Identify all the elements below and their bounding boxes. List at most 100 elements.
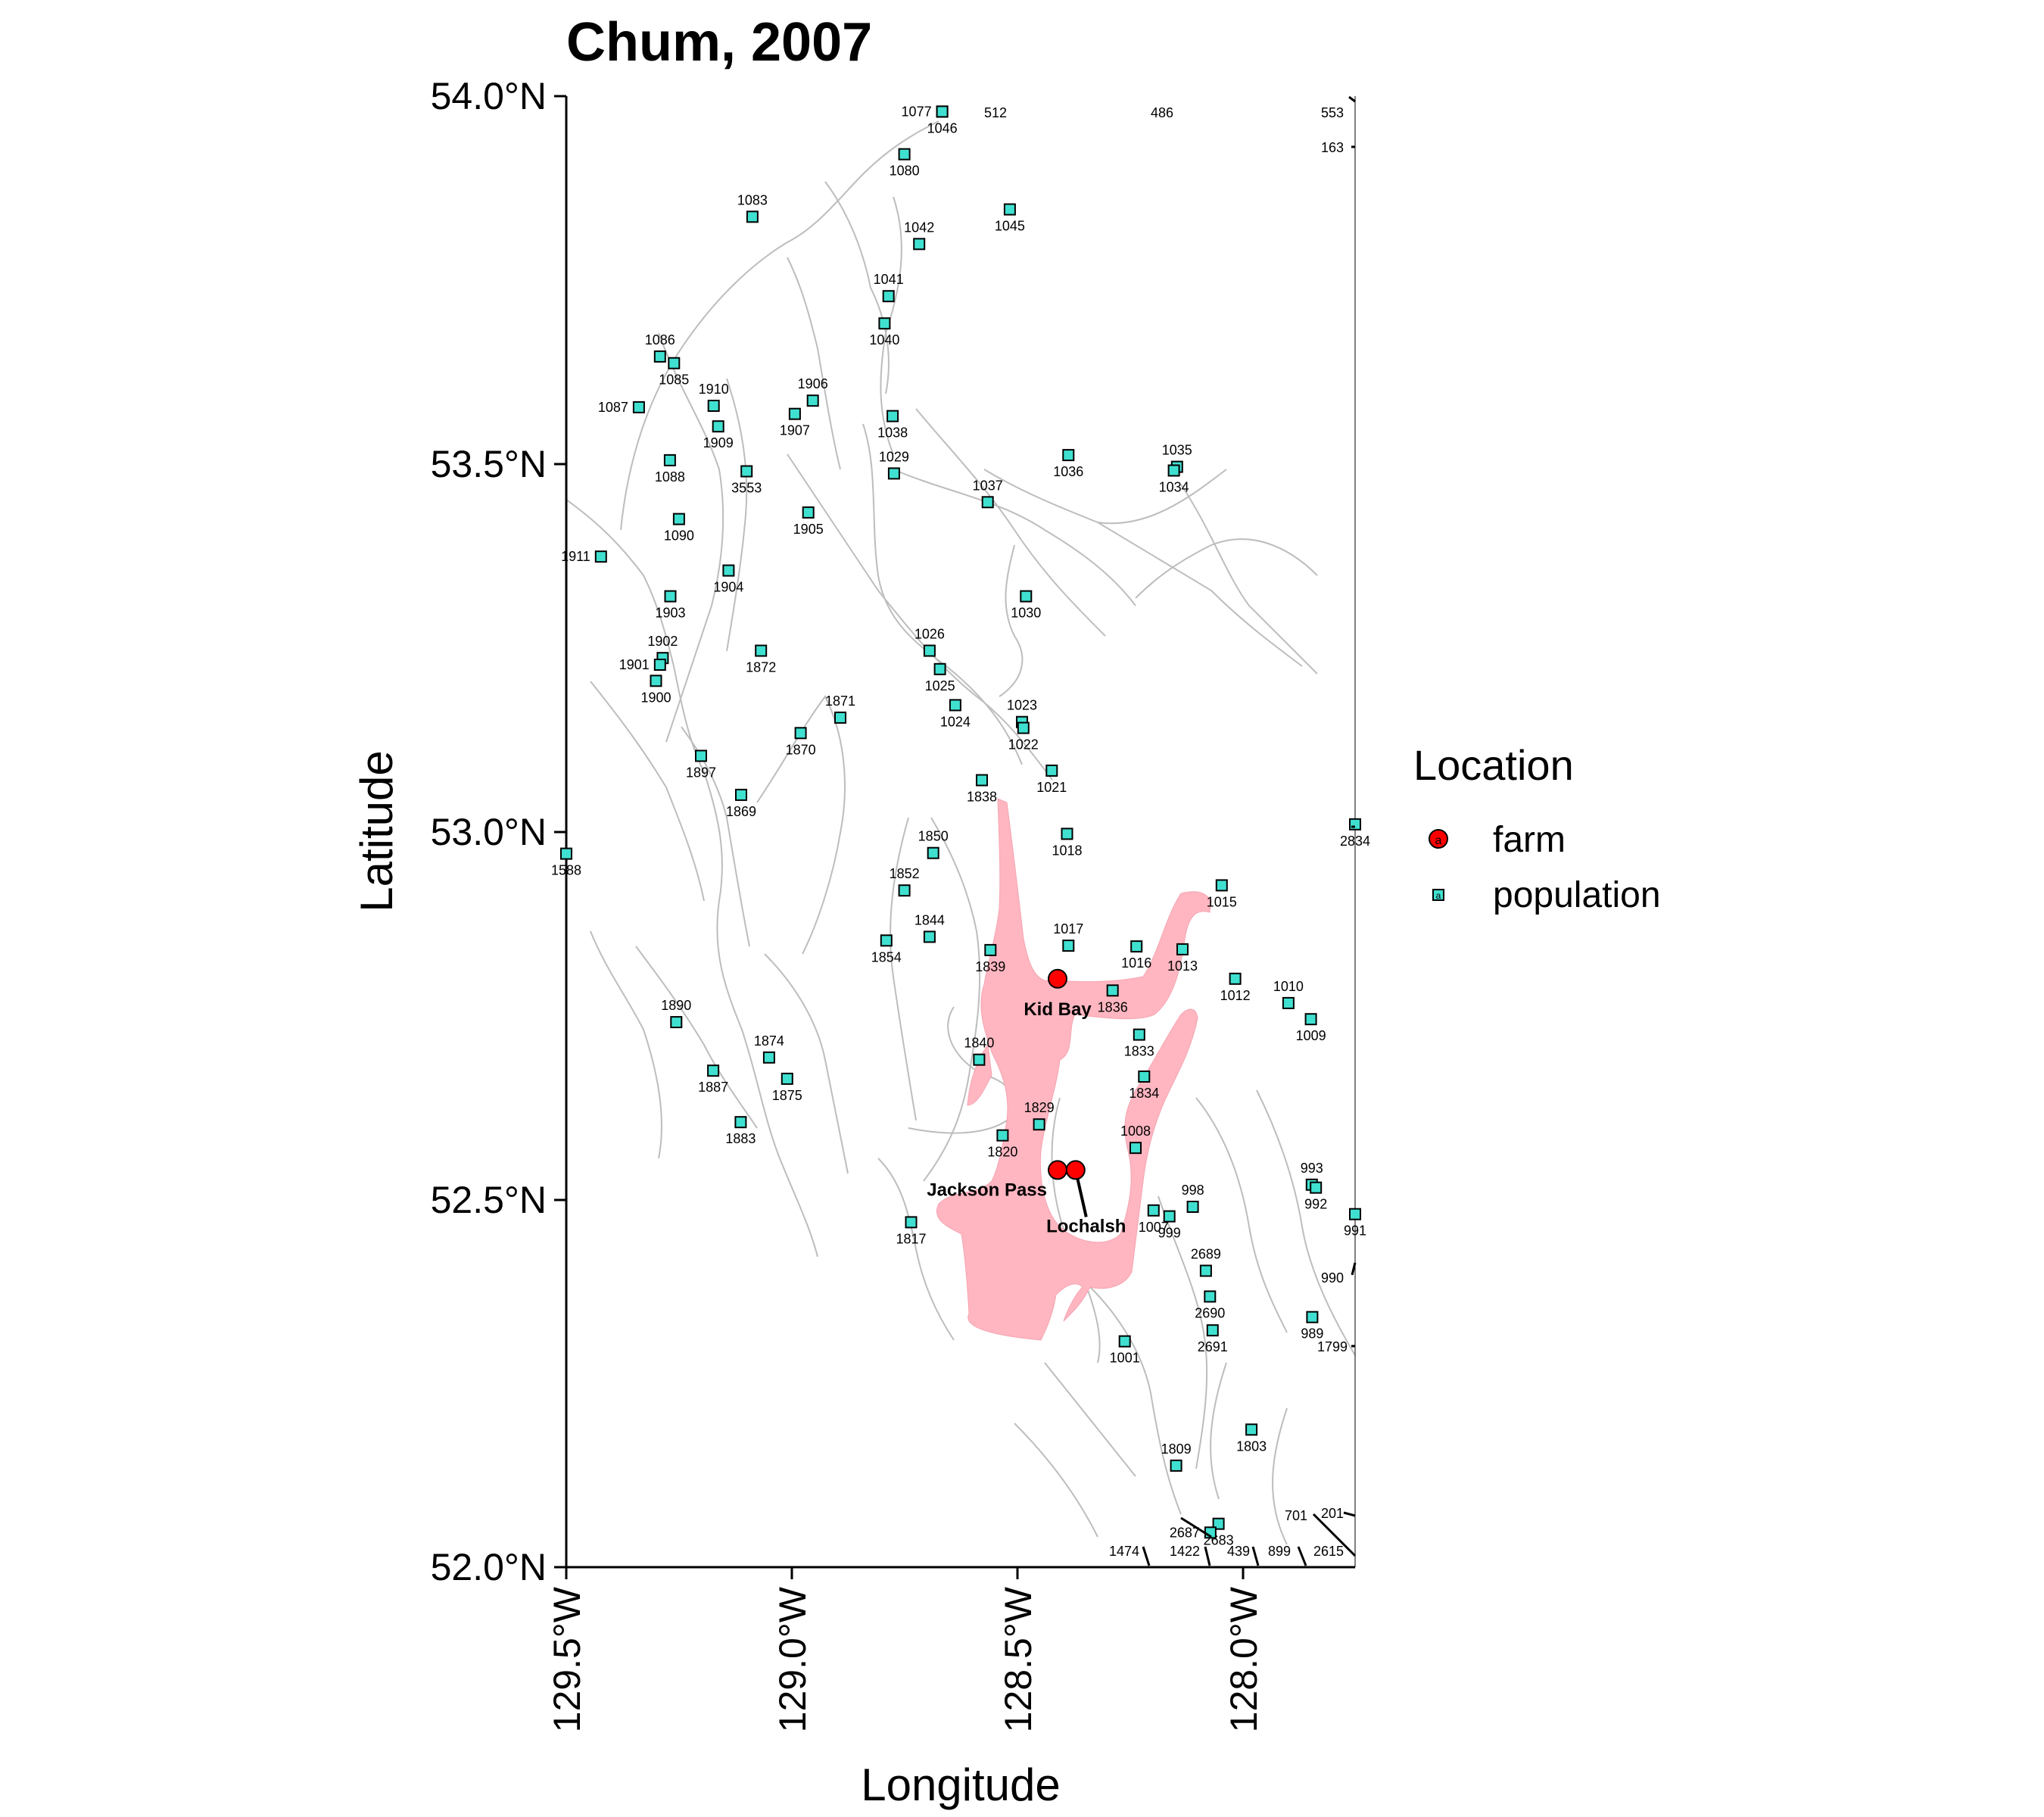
population-label: 1017 <box>1053 921 1083 937</box>
edge-tick <box>1312 1513 1357 1557</box>
population-marker <box>762 1051 775 1064</box>
population-marker <box>913 238 926 251</box>
population-marker <box>1349 818 1361 831</box>
population-marker <box>664 590 677 603</box>
channel-layer <box>936 798 1212 1341</box>
edge-label: 201 <box>1321 1506 1344 1521</box>
population-marker <box>735 788 747 801</box>
population-marker <box>1306 1311 1319 1323</box>
edge-label: 1474 <box>1109 1544 1139 1559</box>
population-marker <box>1061 827 1073 840</box>
population-marker <box>1129 1142 1142 1155</box>
population-marker <box>905 1216 918 1229</box>
y-axis: 54.0°N 53.5°N 53.0°N 52.5°N 52.0°N <box>431 75 566 1588</box>
population-label: 1037 <box>973 478 1003 493</box>
population-marker <box>1138 1071 1151 1083</box>
edge-tick <box>1204 1546 1211 1566</box>
population-marker <box>878 317 891 330</box>
population-label: 1046 <box>927 120 958 136</box>
population-marker <box>1282 996 1295 1009</box>
edge-tick <box>1142 1546 1151 1566</box>
population-label: 1906 <box>798 376 828 391</box>
population-marker <box>898 884 911 897</box>
population-label: 1036 <box>1053 464 1083 479</box>
population-label: 1022 <box>1008 737 1039 753</box>
population-label: 1026 <box>915 627 945 642</box>
population-label: 1852 <box>890 866 920 881</box>
y-axis-title: Latitude <box>351 750 402 912</box>
population-marker <box>1186 1201 1199 1213</box>
chart-title: Chum, 2007 <box>566 12 872 73</box>
legend-farm-glyph: a <box>1435 834 1442 847</box>
coastline-layer <box>566 120 1355 1545</box>
population-marker <box>1170 1459 1182 1472</box>
axis-frame <box>565 96 1356 1569</box>
edge-labels: 512 486 553 163 1799 990 701 201 2615 89… <box>984 95 1357 1566</box>
population-label: 2834 <box>1340 834 1370 849</box>
legend-population-key <box>1432 889 1444 901</box>
edge-label: 439 <box>1227 1544 1250 1559</box>
population-label: 1086 <box>645 332 675 348</box>
farm-marker <box>1048 1160 1067 1180</box>
population-label: 1903 <box>655 606 685 621</box>
population-marker <box>653 350 666 363</box>
population-label: 1080 <box>890 164 920 179</box>
population-marker <box>1017 722 1030 734</box>
edge-tick <box>1180 1516 1212 1538</box>
farm-label: Kid Bay <box>1024 999 1092 1020</box>
population-marker <box>670 1016 683 1029</box>
population-marker <box>976 774 988 787</box>
population-label: 991 <box>1344 1223 1366 1239</box>
population-marker <box>1163 1210 1176 1223</box>
legend-population-glyph: a <box>1436 890 1441 901</box>
population-label: 1874 <box>754 1033 784 1049</box>
population-label: 1869 <box>726 804 756 819</box>
population-label: 1875 <box>772 1088 802 1103</box>
population-label: 1029 <box>879 449 909 464</box>
population-marker <box>1167 464 1180 477</box>
population-marker <box>933 662 946 675</box>
edge-label: 512 <box>984 105 1007 120</box>
population-label: 1854 <box>871 949 902 965</box>
x-tick-label: 129.5°W <box>546 1586 588 1732</box>
population-label: 1045 <box>995 219 1025 234</box>
population-label: 1887 <box>698 1080 728 1095</box>
population-marker <box>1106 984 1119 997</box>
edge-tick <box>1348 95 1356 103</box>
population-marker <box>834 711 846 724</box>
edge-tick <box>1351 1262 1357 1276</box>
population-label: 1838 <box>967 790 997 805</box>
edge-label: 163 <box>1321 140 1344 155</box>
population-marker <box>1310 1181 1323 1194</box>
population-marker <box>996 1129 1009 1142</box>
population-label: 1015 <box>1207 894 1237 909</box>
population-label: 3553 <box>731 481 762 496</box>
population-label: 1012 <box>1220 988 1251 1003</box>
population-label: 1904 <box>713 580 743 595</box>
population-label: 999 <box>1158 1226 1181 1241</box>
y-tick-label: 52.0°N <box>431 1546 547 1588</box>
population-marker <box>1176 943 1189 955</box>
population-marker <box>923 644 936 657</box>
population-marker <box>1245 1423 1258 1436</box>
population-label: 1872 <box>746 660 776 675</box>
population-label: 1088 <box>655 469 685 485</box>
population-marker <box>788 407 801 420</box>
population-label: 1820 <box>987 1145 1017 1160</box>
population-marker <box>1003 203 1016 216</box>
population-label: 1902 <box>647 634 678 649</box>
population-label: 1870 <box>786 742 816 757</box>
population-marker <box>707 400 720 412</box>
legend-title: Location <box>1413 741 1574 789</box>
population-label: 1008 <box>1120 1124 1151 1139</box>
edge-label: 553 <box>1321 105 1344 120</box>
population-marker <box>1045 764 1058 777</box>
population-marker <box>722 564 735 577</box>
population-marker <box>1212 1517 1225 1530</box>
population-label: 1829 <box>1024 1100 1055 1115</box>
population-marker <box>898 148 911 161</box>
population-label: 2687 <box>1170 1525 1200 1540</box>
population-label: 1883 <box>725 1131 756 1146</box>
x-tick-label: 128.5°W <box>997 1586 1039 1732</box>
